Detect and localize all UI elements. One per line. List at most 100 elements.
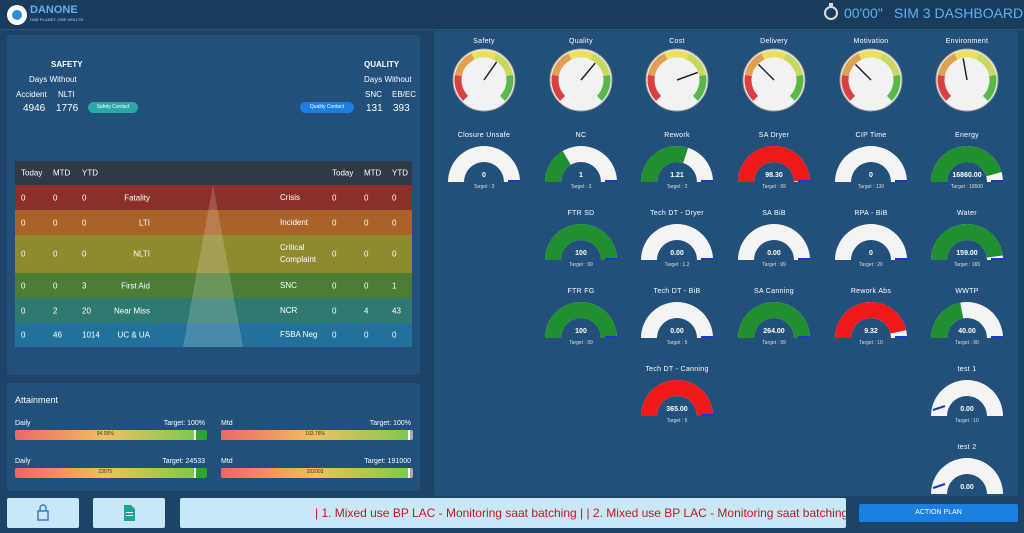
- dial-label: Motivation: [853, 38, 889, 45]
- gauge-arc: [931, 458, 1003, 494]
- snc-value: 131: [366, 103, 383, 114]
- gauge-label: Water: [957, 210, 977, 217]
- gauge-arc: [545, 224, 617, 260]
- gauge-value: 100: [575, 250, 587, 257]
- gauge-target: Target : 10: [955, 418, 979, 424]
- cell-l-ytd: 0: [82, 249, 87, 259]
- dial-gauge: [839, 48, 903, 112]
- gauge-value: 0.00: [670, 328, 684, 335]
- attainment-bar-fill: 202003: [221, 468, 410, 478]
- gauge-label: WWTP: [955, 288, 979, 295]
- cell-l-ytd: 0: [82, 218, 87, 227]
- gauge-fill: [931, 224, 1003, 260]
- accident-value: 4946: [23, 103, 46, 114]
- cell-l-today: 0: [21, 330, 26, 340]
- cell-left: UC & UA: [117, 330, 150, 340]
- attainment-value: 202003: [306, 469, 324, 475]
- table-row-content: 0 0 0 LTI Incident 0 0 0: [15, 210, 412, 235]
- attainment-bar: 23075: [15, 468, 207, 478]
- dial-label: Delivery: [760, 38, 788, 45]
- gauge-label: SA Canning: [754, 288, 794, 295]
- target-marker: [408, 430, 411, 440]
- logo-text: DANONE: [30, 4, 78, 16]
- gauge-arc: [738, 302, 810, 338]
- gauge-value: 365.00: [666, 406, 688, 413]
- cell-left: LTI: [139, 218, 150, 227]
- safety-subtitle: Days Without: [29, 75, 77, 84]
- table-row-content: 0 0 3 First Aid SNC 0 0 1: [15, 273, 412, 298]
- gauge-arc: [641, 302, 713, 338]
- attainment-label: Daily: [15, 420, 31, 427]
- gauge-label: test 1: [957, 366, 977, 373]
- cell-l-mtd: 2: [53, 306, 58, 315]
- gauge-label: Energy: [955, 132, 979, 139]
- attainment-target: Target: 191000: [364, 458, 411, 465]
- gauge-target: Target : 99: [569, 340, 593, 346]
- gauge-target: Target : 5: [666, 418, 688, 424]
- attainment-value: 94.05%: [96, 431, 114, 437]
- gauge-value: 0: [869, 250, 873, 257]
- gauge-target: Target : 18500: [951, 184, 983, 190]
- gauge-label: SA BiB: [762, 210, 786, 217]
- cell-r-mtd: 0: [364, 193, 369, 202]
- nlti-value: 1776: [56, 103, 79, 114]
- gauge-value: 16860.00: [952, 172, 982, 179]
- safety-title: SAFETY: [51, 60, 83, 69]
- table-row: [15, 235, 412, 273]
- gauge-target: Target : 3: [570, 184, 592, 190]
- header-ytd-left: YTD: [82, 168, 98, 178]
- cell-r-mtd: 0: [364, 249, 369, 259]
- gauge-fill: [545, 302, 617, 338]
- ebec-value: 393: [393, 103, 410, 114]
- gauge-value: 0: [869, 172, 873, 179]
- nlti-label: NLTI: [58, 90, 75, 99]
- gauge-fill: [641, 380, 713, 416]
- attainment-title: Attainment: [15, 395, 59, 405]
- gauge-value: 100: [575, 328, 587, 335]
- attainment-bar-fill: 23075: [15, 468, 196, 478]
- dial-label: Safety: [473, 38, 495, 45]
- gauge-arc: [931, 145, 1003, 182]
- document-button[interactable]: [93, 498, 165, 528]
- table-row-content: 0 0 0 NLTI Critical Complaint 0 0 0: [15, 235, 412, 273]
- gauge-fill: [931, 145, 1002, 182]
- cell-r-today: 0: [332, 193, 337, 202]
- gauge-target: Target : 1.2: [664, 262, 690, 268]
- lock-button[interactable]: [7, 498, 79, 528]
- gauge-label: CIP Time: [855, 132, 887, 139]
- gauge-value: 9.32: [864, 328, 878, 335]
- cell-l-today: 0: [21, 249, 26, 259]
- cell-l-ytd: 1014: [82, 330, 100, 340]
- gauge-label: Tech DT - Dryer: [650, 210, 704, 217]
- dial-gauge: [645, 48, 709, 112]
- cell-l-mtd: 0: [53, 218, 58, 227]
- gauge-value: 98.30: [765, 172, 783, 179]
- table-row-content: 0 2 20 Near Miss NCR 0 4 43: [15, 298, 412, 323]
- attainment-target: Target: 24533: [162, 458, 205, 465]
- cell-l-today: 0: [21, 193, 26, 202]
- dial-gauge: [742, 48, 806, 112]
- gauge-label: Rework Abs: [850, 288, 892, 295]
- header-mtd-right: MTD: [364, 168, 382, 178]
- safety-contact-button[interactable]: Safety Contact: [88, 102, 138, 113]
- attainment-bar: 103.76%: [221, 430, 413, 440]
- attainment-label: Mtd: [221, 420, 233, 427]
- cell-l-mtd: 0: [53, 249, 58, 259]
- gauge-label: Closure Unsafe: [457, 132, 511, 139]
- gauge-label: SA Dryer: [758, 132, 790, 139]
- cell-r-mtd: 0: [364, 281, 369, 290]
- gauge-target: Target : 165: [953, 262, 981, 268]
- gauge-fill: [738, 302, 810, 338]
- attainment-bar: 94.05%: [15, 430, 207, 440]
- quality-contact-button[interactable]: Quality Contact: [300, 102, 354, 113]
- table-row-content: 0 0 0 Fatality Crisis 0 0 0: [15, 185, 412, 210]
- action-plan-button[interactable]: ACTION PLAN: [859, 504, 1018, 522]
- cell-l-ytd: 20: [82, 306, 91, 315]
- header-ytd-right: YTD: [392, 168, 408, 178]
- cell-left: Fatality: [124, 193, 150, 202]
- gauge-label: Rework: [664, 132, 690, 139]
- gauge-label: Tech DT - BiB: [653, 288, 701, 295]
- danone-logo: DANONE ONE PLANET. ONE HEALTH: [7, 5, 83, 25]
- gauge-arc: [835, 146, 907, 182]
- attainment-bar: 202003: [221, 468, 413, 478]
